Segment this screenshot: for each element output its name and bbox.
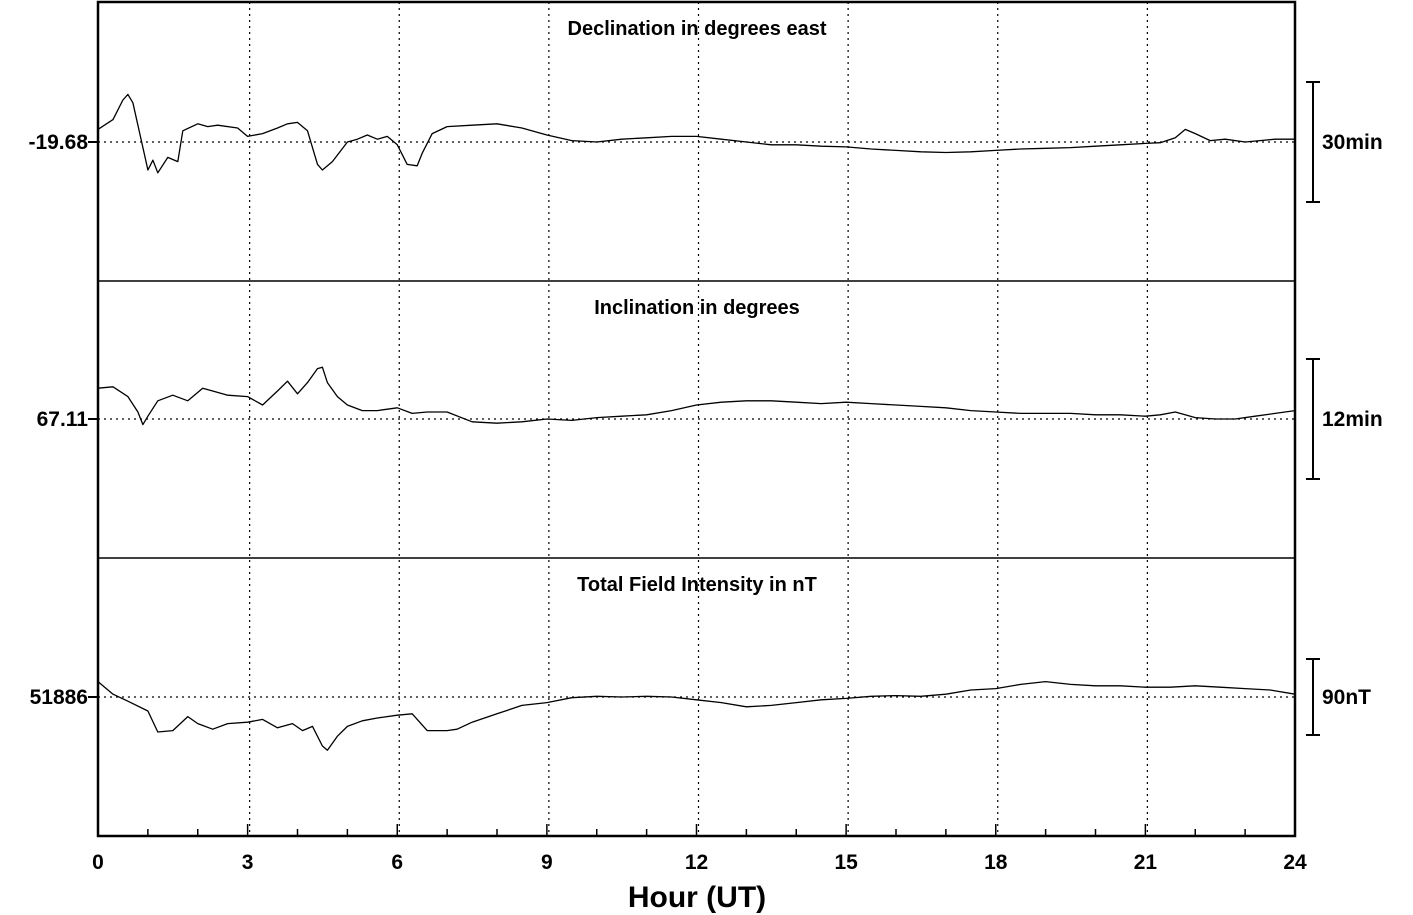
- panel-3: Total Field Intensity in nT 51886 90nT: [30, 574, 1371, 751]
- x-tick-label: 0: [92, 851, 104, 874]
- reference-value-label: -19.68: [28, 131, 88, 154]
- x-tick-label: 12: [685, 851, 708, 874]
- scale-label: 30min: [1322, 131, 1383, 154]
- panel-title: Total Field Intensity in nT: [577, 574, 817, 596]
- panel-title: Inclination in degrees: [594, 297, 800, 319]
- scale-label: 90nT: [1322, 686, 1371, 709]
- panel-title: Declination in degrees east: [568, 18, 827, 40]
- x-tick-label: 3: [242, 851, 254, 874]
- x-tick-label: 24: [1283, 851, 1307, 874]
- series-line: [97, 680, 1296, 751]
- reference-value-label: 67.11: [37, 408, 89, 431]
- series-line: [97, 366, 1296, 426]
- reference-value-label: 51886: [30, 686, 88, 709]
- series-line: [97, 93, 1295, 174]
- x-tick-label: 6: [391, 851, 403, 874]
- scale-label: 12min: [1322, 408, 1383, 431]
- panel-1: Declination in degrees east -19.68 30min: [28, 18, 1383, 203]
- x-axis-label: Hour (UT): [628, 881, 766, 914]
- panels: Declination in degrees east -19.68 30min In…: [28, 18, 1383, 751]
- x-tick-label: 21: [1134, 851, 1158, 874]
- x-tick-label: 15: [834, 851, 858, 874]
- x-axis-ticks: 0 3 6 9 12 15 18 21 24: [92, 824, 1307, 874]
- plot-frame: [96, 0, 1297, 838]
- x-tick-label: 9: [541, 851, 553, 874]
- vertical-gridlines: [249, 2, 1148, 836]
- x-tick-label: 18: [984, 851, 1008, 874]
- panel-2: Inclination in degrees 67.11 12min: [37, 297, 1383, 480]
